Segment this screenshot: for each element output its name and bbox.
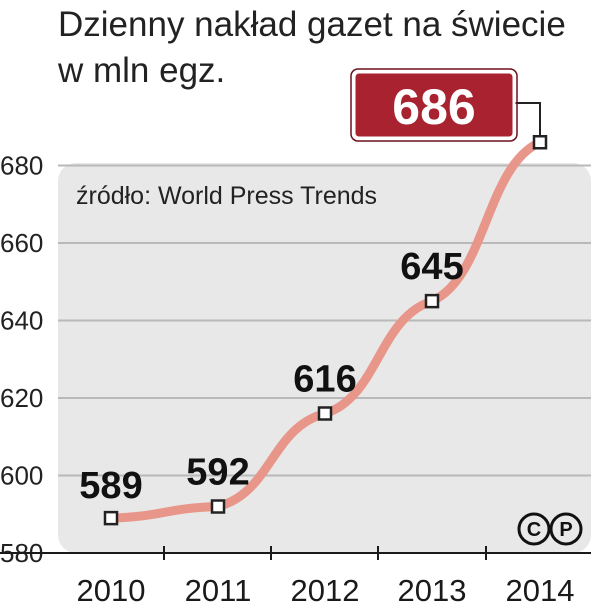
highlight-box-outline	[350, 68, 518, 142]
y-tick-label: 680	[0, 151, 43, 181]
data-labels: 589 592 616 645 686	[79, 68, 518, 507]
title-line-2: w mln egz.	[58, 51, 226, 90]
data-label: 616	[293, 359, 356, 401]
leader-line	[514, 102, 541, 143]
data-point	[103, 510, 119, 526]
title-line-1: Dzienny nakład gazet na świecie	[58, 5, 566, 44]
data-point	[317, 406, 333, 421]
data-label: 592	[186, 452, 249, 494]
copyright-badge: C P	[517, 512, 583, 546]
data-point	[532, 135, 548, 150]
data-label: 645	[400, 246, 463, 288]
chart-title: Dzienny nakład gazet na świecie w mln eg…	[58, 2, 566, 94]
x-tick-label: 2014	[506, 573, 575, 608]
plot-panel	[58, 163, 591, 553]
data-point	[210, 499, 226, 514]
x-tick-label: 2011	[185, 573, 252, 608]
data-points	[103, 135, 548, 526]
copyright-c-letter: C	[527, 519, 541, 541]
y-tick-label: 640	[0, 306, 43, 336]
x-tick-label: 2010	[77, 573, 146, 608]
highlight-box	[352, 70, 516, 140]
grid-lines	[58, 164, 591, 477]
source-note: źródło: World Press Trends	[76, 182, 377, 210]
x-axis-ticks: 2010 2011 2012 2013 2014	[77, 546, 575, 608]
x-tick-label: 2013	[398, 573, 467, 608]
highlight-value: 686	[392, 79, 475, 135]
data-point	[424, 293, 440, 309]
copyright-p-letter: P	[559, 519, 572, 541]
highlight-leader	[514, 102, 541, 143]
copyright-c-circle	[517, 512, 551, 546]
x-tick-label: 2012	[291, 573, 360, 608]
series-line	[106, 137, 545, 523]
y-tick-label: 600	[0, 461, 43, 491]
y-tick-label: 660	[0, 228, 43, 258]
copyright-p-circle	[549, 512, 583, 546]
y-tick-label: 620	[0, 383, 43, 413]
data-label: 589	[79, 465, 142, 507]
